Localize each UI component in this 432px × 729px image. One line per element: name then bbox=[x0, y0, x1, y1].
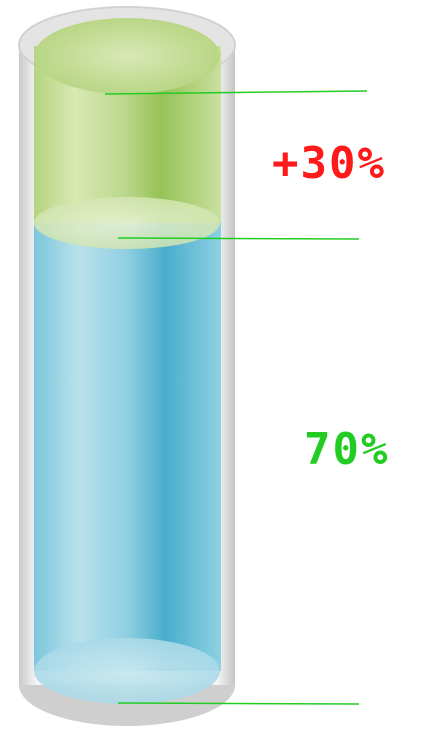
increase-percent-label: +30% bbox=[272, 138, 386, 189]
base-segment-bottom-cap bbox=[34, 638, 220, 704]
increase-segment-top-cap bbox=[34, 18, 220, 94]
base-percent-label: 70% bbox=[304, 424, 390, 475]
divider-marker-line bbox=[117, 237, 360, 240]
base-segment bbox=[34, 223, 221, 671]
bottom-marker-line bbox=[117, 702, 360, 705]
segment-divider-cap bbox=[34, 197, 220, 249]
top-marker-line bbox=[104, 90, 368, 95]
liquid-column bbox=[34, 18, 221, 704]
